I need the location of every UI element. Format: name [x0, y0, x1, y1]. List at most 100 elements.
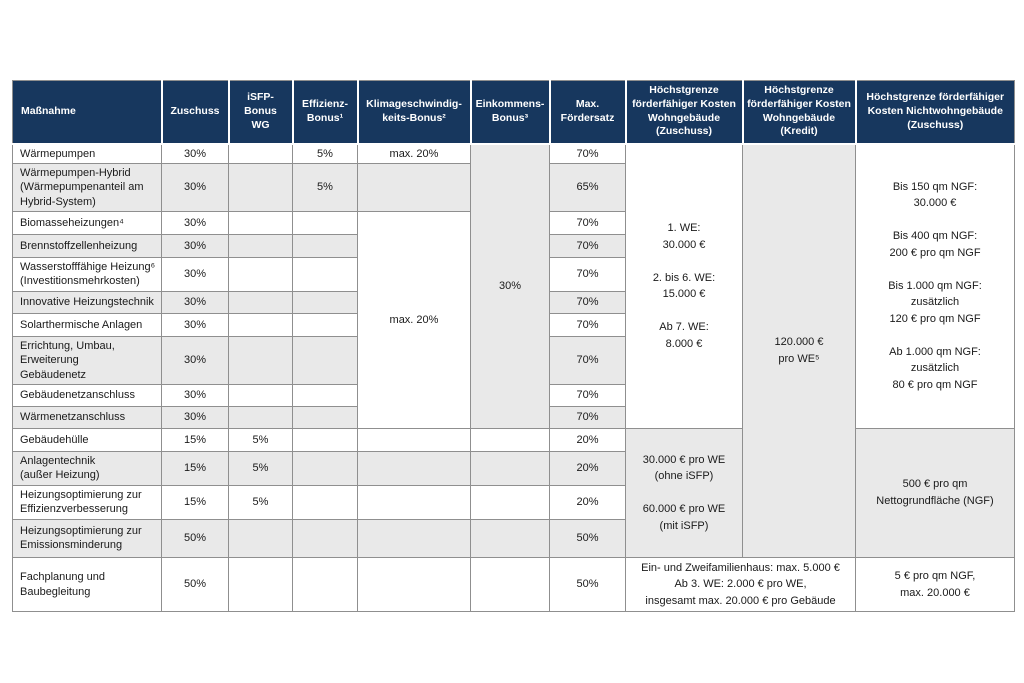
table-row: Fachplanung und Baubegleitung 50% 50% Ei…	[12, 556, 1015, 613]
empty-cell	[470, 427, 550, 452]
empty-cell	[228, 256, 293, 292]
empty-cell	[228, 518, 293, 558]
table-header: Maßnahme Zuschuss iSFP- Bonus WG Effizie…	[12, 80, 1015, 145]
column-header-wg-kredit: Höchstgrenze förderfähiger Kosten Wohnge…	[741, 80, 856, 145]
nwg-limit-effizienz: 500 € pro qm Nettogrundfläche (NGF)	[855, 427, 1015, 558]
empty-cell	[292, 484, 358, 520]
zuschuss-value: 50%	[161, 518, 229, 558]
empty-cell	[292, 256, 358, 292]
max-foerdersatz-value: 70%	[549, 312, 626, 337]
column-header-zuschuss: Zuschuss	[160, 80, 229, 145]
empty-cell	[228, 143, 293, 164]
measure-name: Biomasseheizungen⁴	[12, 210, 162, 235]
empty-cell	[228, 312, 293, 337]
column-header-klima-bonus: Klimageschwindig- keits-Bonus²	[356, 80, 471, 145]
table-row: Gebäudenetzanschluss 30% 70%	[12, 383, 1015, 407]
empty-cell	[228, 383, 293, 407]
funding-table: Maßnahme Zuschuss iSFP- Bonus WG Effizie…	[12, 80, 1015, 613]
table-row: Anlagentechnik (außer Heizung) 15% 5% 20…	[12, 450, 1015, 486]
measure-name: Gebäudenetzanschluss	[12, 383, 162, 407]
wg-limit-fachplanung: Ein- und Zweifamilienhaus: max. 5.000 € …	[625, 556, 856, 613]
empty-cell	[357, 518, 471, 558]
empty-cell	[228, 163, 293, 212]
max-foerdersatz-value: 70%	[549, 405, 626, 429]
empty-cell	[292, 210, 358, 235]
wg-kredit-limit: 120.000 € pro WE⁵	[742, 143, 856, 558]
empty-cell	[357, 484, 471, 520]
empty-cell	[228, 290, 293, 314]
isfp-bonus-value: 5%	[228, 450, 293, 486]
empty-cell	[292, 427, 358, 452]
table-row: Heizungsoptimierung zur Emissionsminderu…	[12, 518, 1015, 558]
empty-cell	[292, 518, 358, 558]
isfp-bonus-value: 5%	[228, 484, 293, 520]
empty-cell	[470, 450, 550, 486]
empty-cell	[470, 484, 550, 520]
max-foerdersatz-value: 70%	[549, 143, 626, 164]
zuschuss-value: 15%	[161, 427, 229, 452]
zuschuss-value: 15%	[161, 484, 229, 520]
max-foerdersatz-value: 70%	[549, 210, 626, 235]
zuschuss-value: 30%	[161, 335, 229, 385]
empty-cell	[228, 335, 293, 385]
klima-bonus-merged: max. 20%	[357, 210, 471, 429]
measure-name: Innovative Heizungstechnik	[12, 290, 162, 314]
wg-zuschuss-limit-heizung: 1. WE: 30.000 € 2. bis 6. WE: 15.000 € A…	[625, 143, 743, 429]
zuschuss-value: 50%	[161, 556, 229, 613]
zuschuss-value: 30%	[161, 233, 229, 258]
measure-name: Errichtung, Umbau, Erweiterung Gebäudene…	[12, 335, 162, 385]
empty-cell	[292, 556, 358, 613]
table-row: Heizungsoptimierung zur Effizienzverbess…	[12, 484, 1015, 520]
table-row: Errichtung, Umbau, Erweiterung Gebäudene…	[12, 335, 1015, 385]
zuschuss-value: 30%	[161, 312, 229, 337]
max-foerdersatz-value: 70%	[549, 256, 626, 292]
empty-cell	[470, 518, 550, 558]
column-header-wg-zuschuss: Höchstgrenze förderfähiger Kosten Wohnge…	[624, 80, 743, 145]
zuschuss-value: 15%	[161, 450, 229, 486]
klima-bonus-value: max. 20%	[357, 143, 471, 164]
max-foerdersatz-value: 70%	[549, 335, 626, 385]
zuschuss-value: 30%	[161, 256, 229, 292]
max-foerdersatz-value: 20%	[549, 427, 626, 452]
column-header-einkommens-bonus: Einkommens- Bonus³	[469, 80, 550, 145]
empty-cell	[292, 290, 358, 314]
wg-zuschuss-limit-effizienz: 30.000 € pro WE (ohne iSFP) 60.000 € pro…	[625, 427, 743, 558]
empty-cell	[357, 450, 471, 486]
empty-cell	[292, 383, 358, 407]
empty-cell	[228, 556, 293, 613]
measure-name: Gebäudehülle	[12, 427, 162, 452]
measure-name: Heizungsoptimierung zur Effizienzverbess…	[12, 484, 162, 520]
max-foerdersatz-value: 70%	[549, 383, 626, 407]
empty-cell	[292, 312, 358, 337]
measure-name: Anlagentechnik (außer Heizung)	[12, 450, 162, 486]
empty-cell	[292, 335, 358, 385]
max-foerdersatz-value: 70%	[549, 290, 626, 314]
nwg-limit-fachplanung: 5 € pro qm NGF, max. 20.000 €	[855, 556, 1015, 613]
table-row: Wasserstofffähige Heizung⁶ (Investitions…	[12, 256, 1015, 292]
measure-name: Wärmenetzanschluss	[12, 405, 162, 429]
zuschuss-value: 30%	[161, 405, 229, 429]
empty-cell	[228, 210, 293, 235]
empty-cell	[292, 450, 358, 486]
empty-cell	[357, 556, 471, 613]
effizienz-bonus-value: 5%	[292, 163, 358, 212]
zuschuss-value: 30%	[161, 383, 229, 407]
max-foerdersatz-value: 50%	[549, 518, 626, 558]
table-row: Biomasseheizungen⁴ 30% max. 20% 70%	[12, 210, 1015, 429]
empty-cell	[357, 163, 471, 212]
zuschuss-value: 30%	[161, 163, 229, 212]
table-row: Wärmepumpen 30% 5% max. 20% 30% 70% 1. W…	[12, 143, 1015, 558]
nwg-limit-heizung: Bis 150 qm NGF: 30.000 € Bis 400 qm NGF:…	[855, 143, 1015, 429]
column-header-max-foerdersatz: Max. Fördersatz	[548, 80, 626, 145]
empty-cell	[228, 233, 293, 258]
column-header-nwg-zuschuss: Höchstgrenze förderfähiger Kosten Nichtw…	[854, 80, 1015, 145]
empty-cell	[228, 405, 293, 429]
measure-name: Wasserstofffähige Heizung⁶ (Investitions…	[12, 256, 162, 292]
zuschuss-value: 30%	[161, 210, 229, 235]
max-foerdersatz-value: 20%	[549, 484, 626, 520]
header-row: Maßnahme Zuschuss iSFP- Bonus WG Effizie…	[12, 80, 1015, 145]
zuschuss-value: 30%	[161, 290, 229, 314]
empty-cell	[470, 556, 550, 613]
max-foerdersatz-value: 65%	[549, 163, 626, 212]
